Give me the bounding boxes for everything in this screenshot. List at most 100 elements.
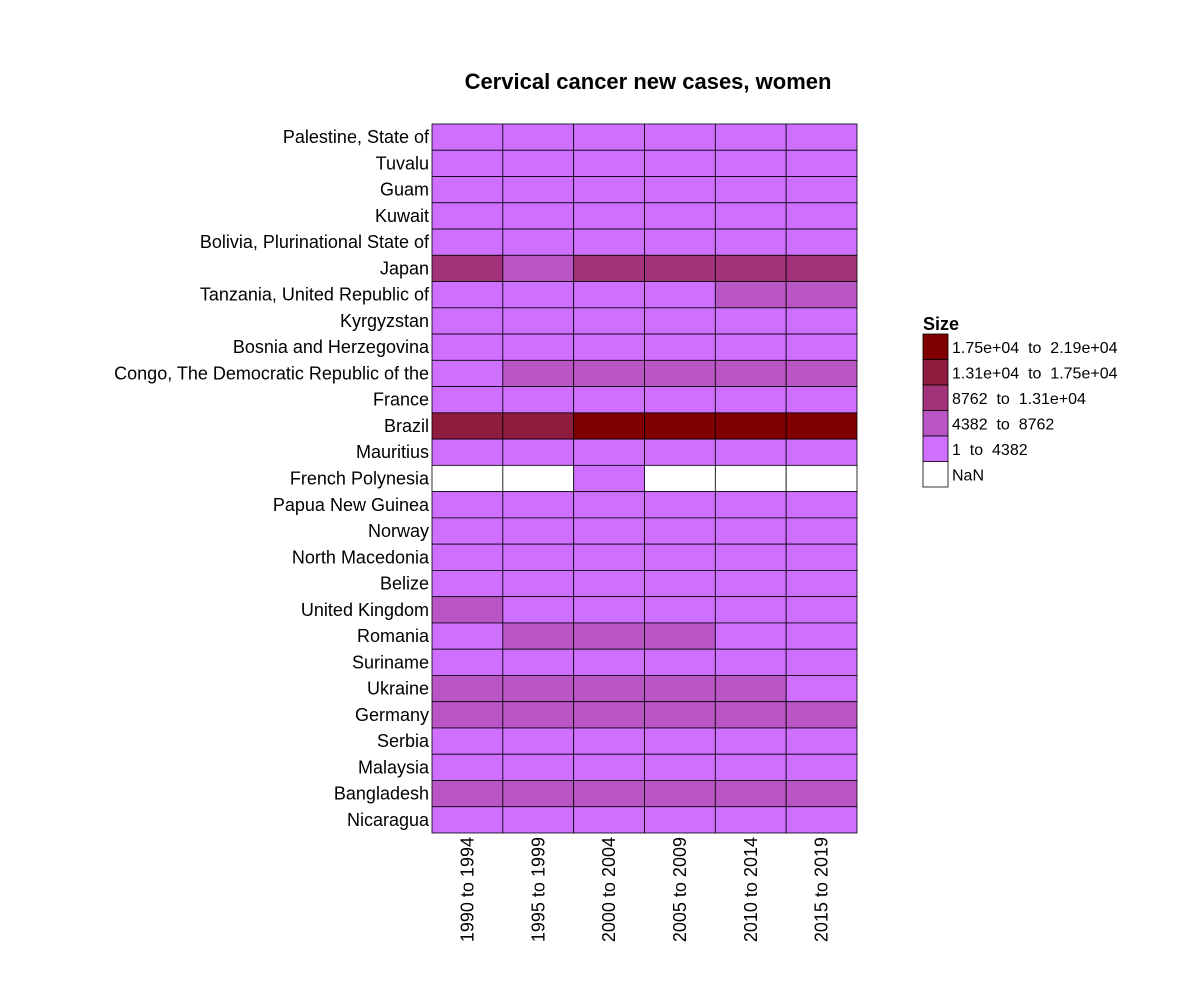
heatmap-cell xyxy=(431,333,504,361)
heatmap-cell xyxy=(431,648,504,676)
heatmap-cell xyxy=(714,412,787,440)
heatmap-cell xyxy=(431,438,504,466)
heatmap-cell xyxy=(573,281,645,309)
heatmap-cell xyxy=(785,596,858,624)
legend-swatch xyxy=(922,333,949,360)
heatmap-cell xyxy=(573,438,645,466)
heatmap-cell xyxy=(644,517,716,545)
heatmap-cell xyxy=(502,176,575,204)
heatmap-cell xyxy=(502,149,575,177)
heatmap-cell xyxy=(431,202,504,230)
heatmap-cell xyxy=(573,333,645,361)
heatmap-cell xyxy=(573,491,645,519)
row-label: Romania xyxy=(357,626,430,646)
heatmap-cell xyxy=(644,596,716,624)
legend-swatch xyxy=(922,410,949,437)
heatmap-cell xyxy=(431,307,504,335)
row-label: North Macedonia xyxy=(292,547,430,567)
heatmap-cell xyxy=(644,491,716,519)
row-labels: Palestine, State of Tuvalu Guam Kuwait Boliv… xyxy=(114,127,430,830)
heatmap-cell xyxy=(714,307,787,335)
heatmap-cell xyxy=(502,701,575,729)
heatmap-cell xyxy=(431,491,504,519)
heatmap-cell xyxy=(431,123,504,151)
heatmap-cell xyxy=(644,727,716,755)
legend-swatch xyxy=(922,435,949,462)
heatmap-cell xyxy=(502,386,575,414)
row-label: Bosnia and Herzegovina xyxy=(233,337,430,357)
row-label: Kyrgyzstan xyxy=(340,311,429,331)
heatmap-cell xyxy=(502,806,575,834)
heatmap-cell xyxy=(785,701,858,729)
row-label: Papua New Guinea xyxy=(273,495,430,515)
row-label: Palestine, State of xyxy=(283,127,430,147)
heatmap-cell xyxy=(431,622,504,650)
legend-label: NaN xyxy=(952,467,984,484)
heatmap-cell xyxy=(502,464,575,493)
heatmap-cell xyxy=(573,753,645,781)
heatmap-cell xyxy=(714,727,787,755)
column-label: 2005 to 2009 xyxy=(670,837,690,942)
heatmap-cell xyxy=(502,228,575,256)
heatmap-cell xyxy=(714,806,787,834)
heatmap-cell xyxy=(431,701,504,729)
heatmap-cell xyxy=(785,123,858,151)
heatmap-cell xyxy=(502,359,575,387)
row-label: Japan xyxy=(380,258,429,278)
heatmap-cell xyxy=(431,517,504,545)
heatmap-cell xyxy=(644,386,716,414)
heatmap-cell xyxy=(431,675,504,703)
legend-label: 1.31e+04 to 1.75e+04 xyxy=(952,365,1118,382)
heatmap-cell xyxy=(431,176,504,204)
heatmap-cell xyxy=(502,570,575,598)
legend-label: 1 to 4382 xyxy=(952,442,1028,459)
heatmap-cell xyxy=(431,596,504,624)
heatmap-cell xyxy=(785,570,858,598)
heatmap-cell xyxy=(431,543,504,571)
heatmap-cell xyxy=(714,517,787,545)
row-label: France xyxy=(373,390,429,410)
column-labels: 1990 to 1994 1995 to 1999 2000 to 2004 2005… xyxy=(457,837,831,942)
heatmap-cell xyxy=(714,438,787,466)
heatmap-cell xyxy=(502,307,575,335)
heatmap-cell xyxy=(502,517,575,545)
heatmap-cell xyxy=(644,123,716,151)
heatmap-cell xyxy=(573,307,645,335)
heatmap-cell xyxy=(785,491,858,519)
heatmap-cell xyxy=(502,202,575,230)
heatmap-cell xyxy=(431,149,504,177)
legend-swatch xyxy=(922,384,949,411)
heatmap-cell xyxy=(714,491,787,519)
heatmap-cell xyxy=(502,281,575,309)
heatmap-cell xyxy=(573,596,645,624)
heatmap-cell xyxy=(573,123,645,151)
heatmap-cell xyxy=(785,176,858,204)
legend: Size 1.75e+04 to 2.19e+04 1.31e+04 to 1.7… xyxy=(922,314,1118,488)
heatmap-cell xyxy=(644,806,716,834)
heatmap-cell xyxy=(785,727,858,755)
heatmap-cell xyxy=(644,307,716,335)
heatmap-cell xyxy=(573,780,645,808)
row-label: Bangladesh xyxy=(334,784,429,804)
legend-swatch xyxy=(922,461,949,488)
heatmap-cell xyxy=(573,622,645,650)
heatmap-cell xyxy=(431,806,504,834)
heatmap-cell xyxy=(714,386,787,414)
heatmap-cell xyxy=(573,149,645,177)
heatmap-cell xyxy=(644,753,716,781)
row-label: Belize xyxy=(380,574,429,594)
heatmap-cell xyxy=(573,202,645,230)
heatmap-cell xyxy=(714,123,787,151)
heatmap-cell xyxy=(502,648,575,676)
heatmap-cell xyxy=(573,701,645,729)
legend-label: 8762 to 1.31e+04 xyxy=(952,391,1086,408)
heatmap-cell xyxy=(785,753,858,781)
heatmap-cell xyxy=(644,648,716,676)
heatmap-cell xyxy=(644,412,716,440)
heatmap-cell xyxy=(502,596,575,624)
heatmap-cell xyxy=(644,281,716,309)
heatmap-cell xyxy=(785,780,858,808)
heatmap-cell xyxy=(573,570,645,598)
heatmap-cell xyxy=(714,570,787,598)
